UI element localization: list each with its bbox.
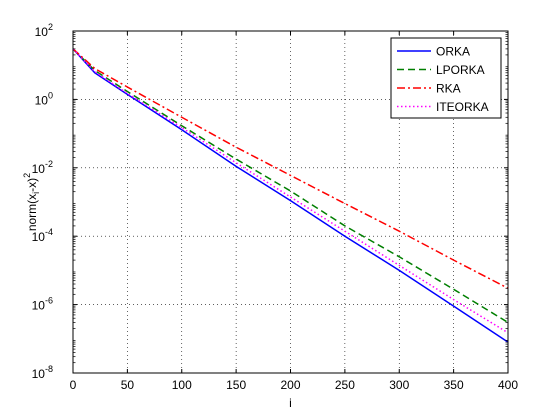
legend: ORKA LPORKA RKA ITEORKA: [390, 37, 502, 119]
axis-labels: 0 50 100 150 200 250 300 350 40010210010-210-410…: [22, 22, 518, 410]
x-tick-label: 300: [389, 378, 409, 392]
series-line-rka: [72, 48, 509, 289]
x-tick-label: 100: [172, 378, 192, 392]
x-tick-label: 50: [121, 378, 135, 392]
series-line-orka: [72, 48, 509, 343]
axis-ticks: [72, 30, 509, 374]
legend-label-orka: ORKA: [436, 45, 470, 59]
x-tick-label: 150: [226, 378, 246, 392]
x-tick-label: 350: [444, 378, 464, 392]
legend-label-lporka: LPORKA: [436, 63, 485, 77]
x-tick-label: 400: [498, 378, 518, 392]
y-tick-label: 10-8: [32, 364, 53, 381]
series-line-lporka: [72, 48, 509, 324]
y-tick-label: 100: [35, 90, 53, 107]
y-tick-label: 102: [35, 22, 53, 39]
legend-label-rka: RKA: [436, 82, 461, 96]
x-tick-label: 0: [70, 378, 77, 392]
x-tick-label: 200: [280, 378, 300, 392]
x-axis-label: i: [289, 396, 292, 410]
series-line-iteorka: [72, 48, 509, 334]
series-lines: [72, 48, 509, 343]
y-axis-label: norm(xi-x)2: [22, 173, 41, 231]
y-tick-label: 10-2: [32, 159, 53, 176]
y-tick-label: 10-6: [32, 296, 53, 313]
x-tick-label: 250: [335, 378, 355, 392]
legend-label-iteorka: ITEORKA: [436, 100, 489, 114]
